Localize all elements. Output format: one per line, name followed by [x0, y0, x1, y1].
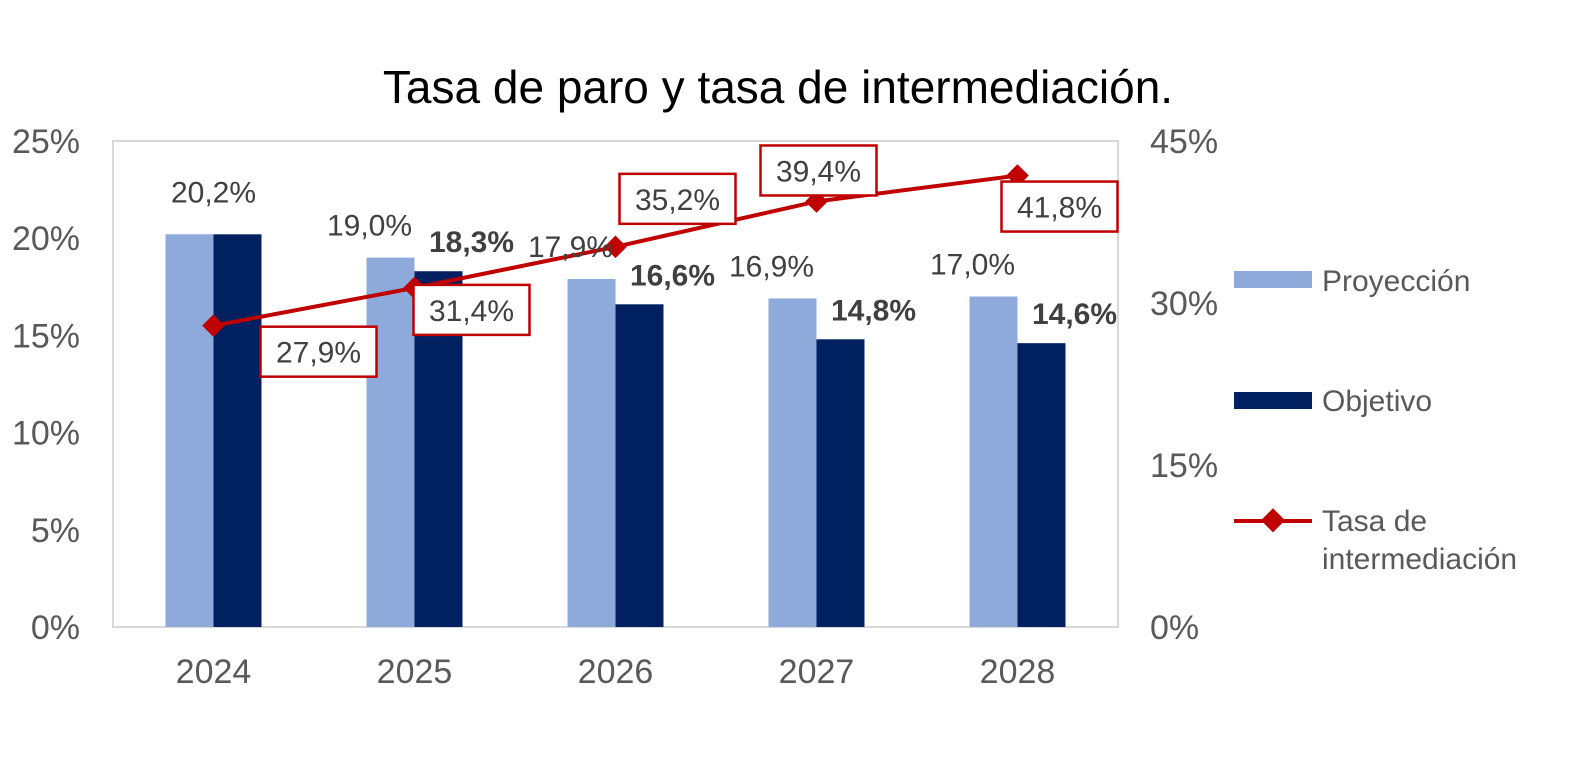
line-label-box	[1000, 180, 1119, 233]
legend-label-objetivo: Objetivo	[1322, 385, 1432, 418]
category-label: 2026	[578, 653, 654, 691]
data-label-tasa: 31,4%	[429, 295, 514, 328]
right-tick-label: 0%	[1150, 609, 1199, 647]
legend: Proyección Objetivo Tasa de intermediaci…	[1234, 265, 1517, 576]
data-label-proyeccion: 16,9%	[729, 250, 814, 283]
data-label-proyeccion: 17,9%	[528, 231, 613, 264]
line-label-box	[412, 283, 531, 337]
category-label: 2028	[980, 653, 1056, 691]
bars	[165, 234, 1066, 627]
data-label-proyeccion: 19,0%	[327, 210, 412, 243]
legend-marker-diamond	[1260, 508, 1286, 533]
chart-title: Tasa de paro y tasa de intermediación.	[383, 61, 1173, 113]
legend-swatch-objetivo	[1234, 392, 1312, 409]
category-label: 2025	[377, 653, 453, 691]
bar-proyeccion	[366, 257, 415, 627]
left-tick-label: 20%	[12, 220, 80, 258]
line-label-box	[759, 144, 878, 197]
bar-proyeccion	[567, 279, 616, 627]
left-tick-label: 10%	[12, 415, 80, 453]
legend-label-tasa-1: Tasa de	[1322, 505, 1427, 538]
data-label-tasa: 27,9%	[276, 337, 361, 370]
bar-objetivo	[213, 234, 262, 627]
bar-proyeccion	[165, 234, 214, 627]
right-tick-label: 15%	[1150, 447, 1218, 485]
right-tick-label: 30%	[1150, 285, 1218, 323]
data-label-tasa: 41,8%	[1017, 192, 1102, 225]
data-label-tasa: 35,2%	[635, 184, 720, 217]
left-tick-label: 25%	[12, 123, 80, 161]
data-label-objetivo: 14,8%	[831, 294, 916, 327]
data-label-objetivo: 18,3%	[429, 226, 514, 259]
left-tick-label: 15%	[12, 317, 80, 355]
legend-label-proyeccion: Proyección	[1322, 265, 1470, 298]
bar-objetivo	[1017, 343, 1066, 627]
data-label-objetivo: 16,6%	[630, 259, 715, 292]
bar-proyeccion	[969, 296, 1018, 627]
category-label: 2024	[176, 653, 252, 691]
right-axis: 0% 15% 30% 45%	[1150, 123, 1218, 647]
bar-proyeccion	[768, 298, 817, 627]
data-label-tasa: 39,4%	[776, 155, 861, 188]
line-label-box	[259, 325, 378, 378]
data-label-objetivo: 14,6%	[1032, 298, 1117, 331]
left-axis: 0% 5% 10% 15% 20% 25%	[12, 123, 80, 647]
legend-swatch-proyeccion	[1234, 271, 1312, 288]
right-tick-label: 45%	[1150, 123, 1218, 161]
bar-objetivo	[615, 304, 664, 627]
bar-objetivo	[816, 339, 865, 627]
left-tick-label: 5%	[31, 512, 80, 550]
legend-label-tasa-2: intermediación	[1322, 543, 1517, 576]
data-labels: 20,2% 19,0% 17,9% 16,9% 17,0% 18,3% 16,6% 14,8%…	[171, 144, 1119, 378]
left-tick-label: 0%	[31, 609, 80, 647]
data-label-proyeccion: 17,0%	[930, 249, 1015, 282]
data-label-proyeccion: 20,2%	[171, 176, 256, 209]
line-label-box	[618, 172, 737, 226]
x-axis: 2024 2025 2026 2027 2028	[176, 653, 1056, 691]
category-label: 2027	[779, 653, 855, 691]
